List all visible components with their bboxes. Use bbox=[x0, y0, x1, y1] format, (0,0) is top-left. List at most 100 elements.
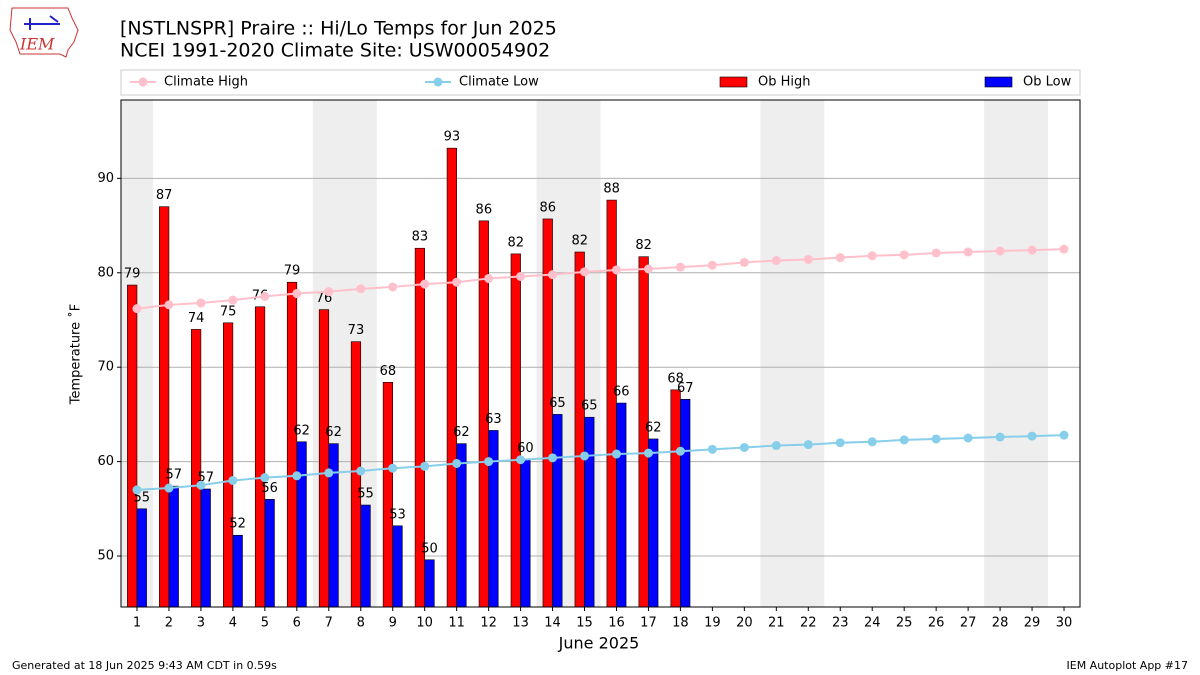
footer-right: IEM Autoplot App #17 bbox=[1067, 659, 1189, 672]
bar bbox=[584, 416, 595, 608]
data-label: 62 bbox=[293, 423, 310, 438]
x-tick-label: 2 bbox=[165, 616, 173, 631]
point bbox=[867, 251, 877, 261]
x-tick-label: 25 bbox=[896, 616, 913, 631]
point bbox=[835, 253, 845, 263]
x-tick-label: 12 bbox=[480, 616, 497, 631]
point bbox=[931, 248, 941, 258]
data-label: 56 bbox=[261, 481, 278, 496]
bar bbox=[191, 329, 202, 608]
point bbox=[164, 483, 174, 493]
point bbox=[516, 272, 526, 282]
x-tick-label: 3 bbox=[197, 616, 205, 631]
point bbox=[771, 256, 781, 266]
legend-marker bbox=[138, 77, 148, 87]
point bbox=[484, 273, 494, 283]
x-tick-label: 4 bbox=[229, 616, 237, 631]
point bbox=[356, 466, 366, 476]
x-tick-label: 22 bbox=[800, 616, 817, 631]
shaded-span bbox=[760, 100, 825, 607]
legend-marker bbox=[433, 77, 443, 87]
data-label: 67 bbox=[677, 381, 694, 396]
bar bbox=[520, 459, 531, 608]
bar bbox=[296, 441, 307, 608]
legend-box bbox=[120, 69, 1081, 96]
point bbox=[835, 438, 845, 448]
chart-subtitle: NCEI 1991-2020 Climate Site: USW00054902 bbox=[120, 40, 550, 62]
point bbox=[803, 440, 813, 450]
x-tick-label: 29 bbox=[1024, 616, 1041, 631]
x-tick-label: 20 bbox=[736, 616, 753, 631]
bar bbox=[254, 306, 266, 608]
data-label: 86 bbox=[539, 200, 556, 215]
x-tick-label: 5 bbox=[261, 616, 269, 631]
bar bbox=[222, 322, 234, 608]
x-tick-label: 10 bbox=[416, 616, 433, 631]
point bbox=[452, 277, 462, 287]
data-label: 83 bbox=[412, 230, 429, 245]
bar bbox=[606, 199, 617, 608]
x-tick-label: 24 bbox=[864, 616, 881, 631]
bar bbox=[456, 443, 467, 608]
bar bbox=[200, 488, 211, 608]
logo: IEM bbox=[9, 7, 79, 58]
point bbox=[356, 284, 366, 294]
point bbox=[1027, 431, 1037, 441]
x-tick-label: 23 bbox=[832, 616, 849, 631]
bar bbox=[318, 309, 330, 608]
data-label: 60 bbox=[517, 441, 534, 456]
bar bbox=[232, 534, 243, 608]
data-label: 55 bbox=[357, 487, 374, 502]
chart-title: [NSTLNSPR] Praire :: Hi/Lo Temps for Jun… bbox=[120, 18, 557, 40]
point bbox=[1027, 245, 1037, 255]
data-label: 75 bbox=[220, 304, 237, 319]
x-tick-label: 6 bbox=[293, 616, 301, 631]
bar bbox=[264, 499, 275, 608]
data-label: 88 bbox=[603, 182, 620, 197]
bar bbox=[510, 253, 521, 608]
bar bbox=[382, 381, 394, 608]
point bbox=[643, 448, 653, 458]
bar bbox=[360, 504, 371, 608]
data-label: 66 bbox=[613, 385, 630, 400]
data-label: 73 bbox=[348, 323, 365, 338]
data-label: 62 bbox=[453, 425, 470, 440]
bar bbox=[680, 398, 691, 608]
line bbox=[136, 434, 1065, 491]
y-tick-label: 90 bbox=[97, 171, 114, 186]
data-label: 63 bbox=[485, 412, 502, 427]
point bbox=[420, 461, 430, 471]
x-tick-label: 9 bbox=[389, 616, 397, 631]
footer-left: Generated at 18 Jun 2025 9:43 AM CDT in … bbox=[12, 659, 277, 672]
legend-swatch bbox=[719, 76, 748, 88]
point bbox=[196, 298, 206, 308]
bar bbox=[446, 147, 457, 608]
point bbox=[643, 264, 653, 274]
point bbox=[452, 458, 462, 468]
data-label: 82 bbox=[508, 235, 525, 250]
point bbox=[228, 295, 238, 305]
data-label: 57 bbox=[165, 468, 182, 483]
legend-label: Ob Low bbox=[1023, 75, 1072, 90]
x-tick-label: 15 bbox=[576, 616, 593, 631]
data-label: 68 bbox=[667, 371, 684, 386]
bar bbox=[328, 443, 339, 608]
x-tick-label: 18 bbox=[672, 616, 689, 631]
point bbox=[228, 475, 238, 485]
point bbox=[324, 287, 334, 297]
point bbox=[963, 433, 973, 443]
data-label: 82 bbox=[635, 238, 652, 253]
point bbox=[548, 453, 558, 463]
x-tick-label: 30 bbox=[1056, 616, 1073, 631]
point bbox=[1059, 430, 1069, 440]
bar bbox=[424, 559, 435, 608]
point bbox=[580, 451, 590, 461]
point bbox=[132, 304, 142, 314]
point bbox=[324, 468, 334, 478]
logo-text: IEM bbox=[19, 35, 55, 54]
bar bbox=[159, 206, 170, 608]
data-label: 82 bbox=[571, 234, 588, 249]
data-label: 79 bbox=[284, 264, 301, 279]
point bbox=[899, 250, 909, 260]
